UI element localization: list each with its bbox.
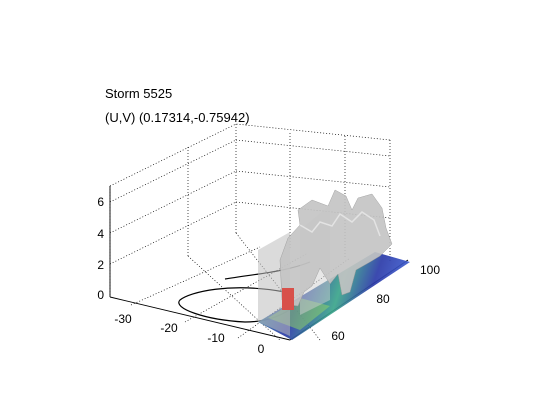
z-tick-label: 6 <box>97 195 104 209</box>
x-tick-label: -30 <box>114 312 132 326</box>
x-tick-label: 0 <box>258 342 265 356</box>
y-tick-label: 60 <box>331 329 345 343</box>
reflectivity-core <box>282 288 294 310</box>
chart-subtitle: (U,V) (0.17314,-0.75942) <box>105 110 250 125</box>
iso-surface <box>279 189 393 307</box>
iso-surface-highlight <box>299 211 381 237</box>
x-tick-label: -10 <box>207 331 225 345</box>
x-tick-label: -20 <box>160 321 178 335</box>
y-tick-label: 80 <box>376 292 390 306</box>
y-tick-label: 100 <box>420 263 440 277</box>
z-tick-label: 0 <box>97 288 104 302</box>
z-tick-label: 4 <box>97 227 104 241</box>
z-tick-label: 2 <box>97 258 104 272</box>
chart-title: Storm 5525 <box>105 86 173 101</box>
